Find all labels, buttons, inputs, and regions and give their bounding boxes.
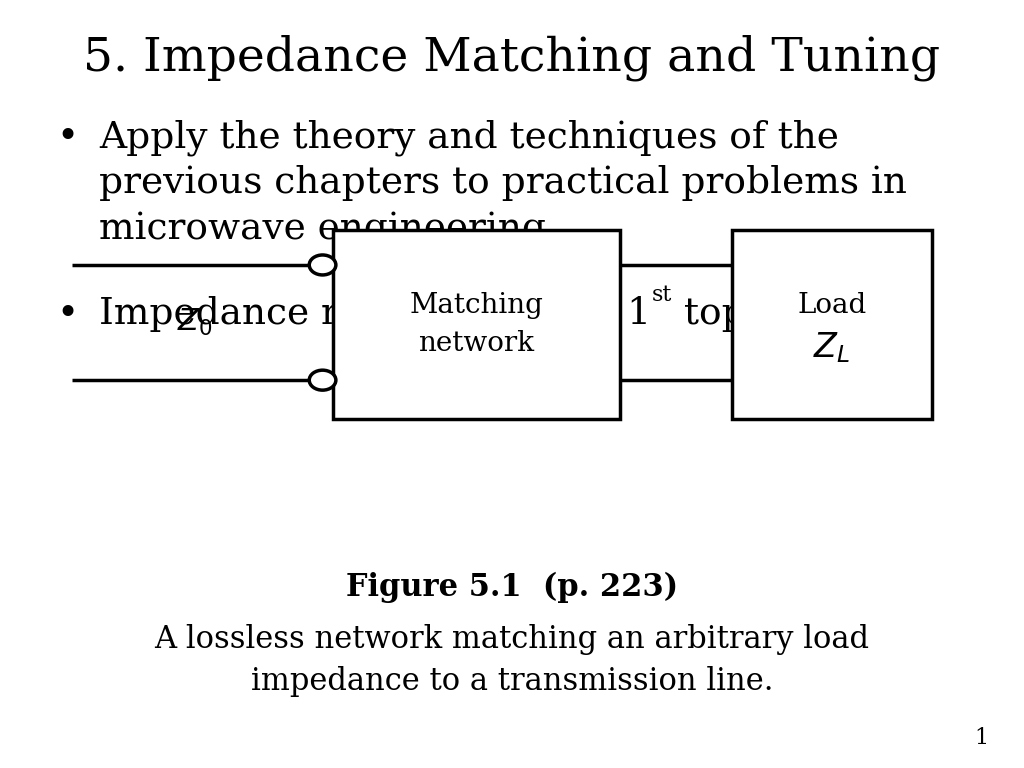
Text: Load: Load [798,292,866,319]
Circle shape [309,255,336,275]
Text: Apply the theory and techniques of the
previous chapters to practical problems i: Apply the theory and techniques of the p… [99,119,907,247]
Circle shape [309,370,336,390]
Text: $Z_0$: $Z_0$ [177,307,212,338]
Text: 1: 1 [974,727,988,749]
Text: 5. Impedance Matching and Tuning: 5. Impedance Matching and Tuning [83,35,941,81]
Bar [333,230,620,419]
Text: st: st [651,284,672,306]
Text: Matching: Matching [410,292,543,319]
Text: •: • [56,296,79,332]
Text: A lossless network matching an arbitrary load
impedance to a transmission line.: A lossless network matching an arbitrary… [155,624,869,697]
Bar [732,230,932,419]
Text: $Z_L$: $Z_L$ [813,330,851,365]
Text: •: • [56,119,79,155]
Text: Impedance matching is the 1: Impedance matching is the 1 [99,296,651,333]
Text: network: network [418,330,535,357]
Text: topic.: topic. [672,296,791,332]
Text: Figure 5.1  (p. 223): Figure 5.1 (p. 223) [346,572,678,604]
